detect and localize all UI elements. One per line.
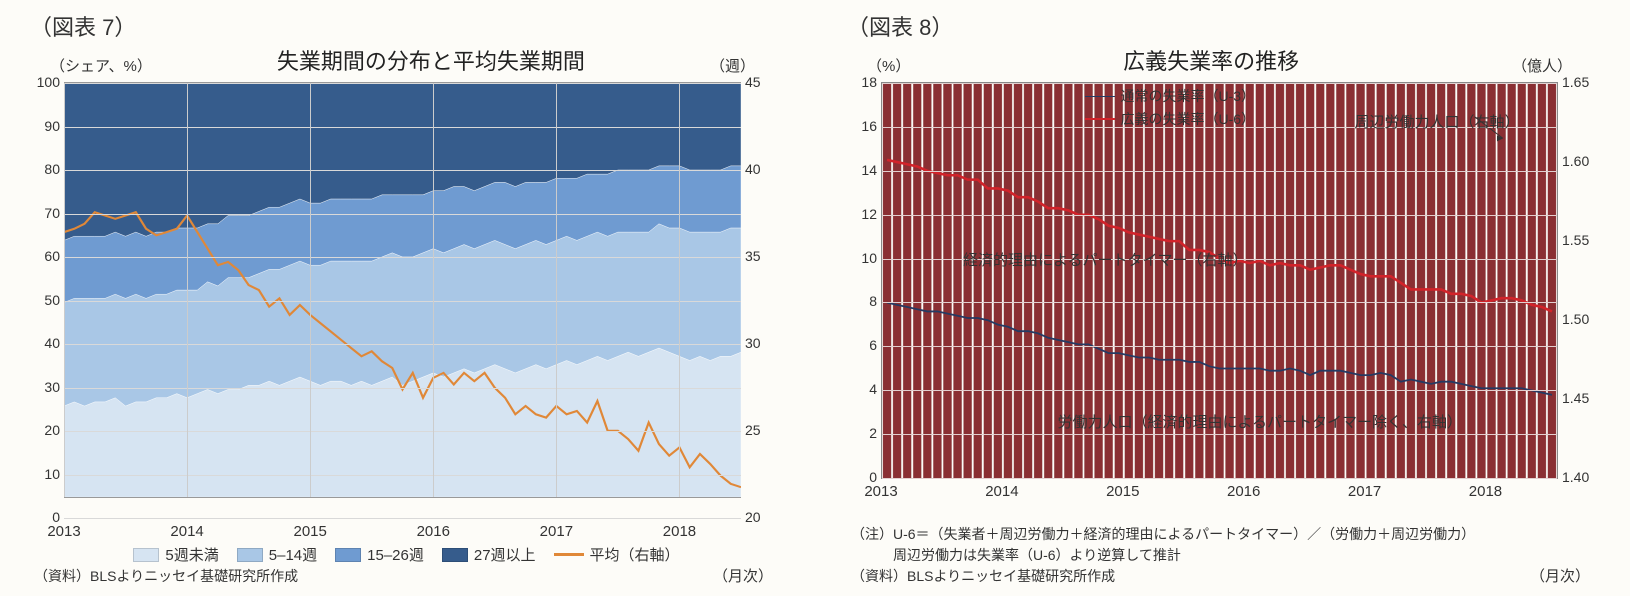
chart7-ytick-left: 90: [24, 118, 60, 134]
chart7-legend-item: 平均（右軸）: [554, 544, 680, 565]
chart8-ytick-left: 18: [841, 74, 877, 90]
chart7-ytick-left: 50: [24, 292, 60, 308]
chart8-ytick-right: 1.50: [1562, 311, 1606, 327]
chart7-xtick: 2014: [170, 523, 203, 540]
chart8-plot-wrap: 通常の失業率（U-3）広義の失業率（U-6） 経済的理由によるパートタイマー（右…: [837, 78, 1610, 523]
chart7-ytick-right: 20: [745, 509, 789, 525]
chart8-xtick: 2015: [1106, 483, 1139, 500]
chart7-left-unit: （シェア、%）: [50, 55, 152, 76]
chart7-figure-label: （図表 7）: [30, 10, 803, 42]
chart8-ytick-right: 1.40: [1562, 469, 1606, 485]
chart7-legend-item: 27週以上: [442, 544, 536, 565]
chart8-xtick: 2013: [864, 483, 897, 500]
chart7-xtick: 2016: [417, 523, 450, 540]
chart8-xtick: 2014: [985, 483, 1018, 500]
chart7-right-unit: （週）: [710, 55, 755, 76]
chart7-ytick-right: 45: [745, 74, 789, 90]
chart7-ytick-right: 30: [745, 335, 789, 351]
chart7-header: （シェア、%） 失業期間の分布と平均失業期間 （週）: [10, 44, 803, 76]
chart8-note2: 周辺労働力は失業率（U-6）より逆算して推計: [851, 546, 1620, 565]
chart8-left-unit: （%）: [867, 55, 910, 76]
chart7-period-label: （月次）: [713, 565, 773, 586]
chart8-period-label: （月次）: [1530, 565, 1590, 586]
chart7-plot-area: [64, 82, 741, 498]
chart8-panel: （図表 8） （%） 広義失業率の推移 （億人） 通常の失業率（U-3）広義の失…: [827, 10, 1620, 586]
chart8-header: （%） 広義失業率の推移 （億人）: [827, 44, 1620, 76]
chart8-ytick-left: 4: [841, 381, 877, 397]
chart8-mini-legend-item: 通常の失業率（U-3）: [1085, 86, 1256, 106]
chart7-xtick: 2013: [47, 523, 80, 540]
chart7-source: （資料）BLSよりニッセイ基礎研究所作成: [34, 567, 803, 586]
chart7-ytick-left: 20: [24, 422, 60, 438]
chart8-plot-area: 通常の失業率（U-3）広義の失業率（U-6） 経済的理由によるパートタイマー（右…: [881, 82, 1558, 479]
chart7-ytick-right: 35: [745, 248, 789, 264]
chart8-ytick-right: 1.55: [1562, 232, 1606, 248]
chart7-line-layer: [64, 83, 741, 497]
chart7-xtick: 2018: [663, 523, 696, 540]
chart8-ytick-left: 12: [841, 206, 877, 222]
chart8-xtick: 2017: [1348, 483, 1381, 500]
chart7-legend-item: 15–26週: [335, 544, 424, 565]
chart8-ytick-left: 10: [841, 250, 877, 266]
chart7-ytick-left: 70: [24, 205, 60, 221]
chart8-right-unit: （億人）: [1512, 55, 1572, 76]
chart7-ytick-left: 40: [24, 335, 60, 351]
chart8-ytick-right: 1.45: [1562, 390, 1606, 406]
chart8-xtick: 2016: [1227, 483, 1260, 500]
chart7-ytick-right: 40: [745, 161, 789, 177]
chart8-mini-legend: 通常の失業率（U-3）広義の失業率（U-6）: [1085, 86, 1256, 129]
chart7-legend-item: 5–14週: [237, 544, 317, 565]
chart8-ytick-left: 6: [841, 337, 877, 353]
chart7-xtick: 2017: [540, 523, 573, 540]
chart8-title: 広義失業率の推移: [910, 44, 1512, 76]
chart8-source: （資料）BLSよりニッセイ基礎研究所作成: [851, 567, 1620, 586]
chart8-ytick-right: 1.60: [1562, 153, 1606, 169]
chart7-plot-wrap: 0102030405060708090100202530354045201320…: [20, 78, 793, 542]
chart8-annotation: 周辺労働力人口（右軸）: [1355, 111, 1520, 132]
chart8-figure-label: （図表 8）: [847, 10, 1620, 42]
chart8-annotation: 労働力人口（経済的理由によるパートタイマー除く、右軸）: [1058, 411, 1463, 432]
chart7-ytick-left: 100: [24, 74, 60, 90]
chart7-legend: 5週未満 5–14週 15–26週 27週以上平均（右軸）: [10, 544, 803, 565]
chart8-annotation: 経済的理由によるパートタイマー（右軸）: [963, 249, 1248, 270]
chart8-xtick: 2018: [1469, 483, 1502, 500]
chart8-ytick-left: 2: [841, 425, 877, 441]
chart8-ytick-left: 16: [841, 118, 877, 134]
chart7-ytick-left: 10: [24, 466, 60, 482]
chart7-panel: （図表 7） （シェア、%） 失業期間の分布と平均失業期間 （週） 010203…: [10, 10, 803, 586]
chart7-ytick-right: 25: [745, 422, 789, 438]
chart7-ytick-left: 80: [24, 161, 60, 177]
chart8-ytick-left: 14: [841, 162, 877, 178]
chart7-xtick: 2015: [293, 523, 326, 540]
chart8-ytick-left: 8: [841, 293, 877, 309]
chart7-legend-item: 5週未満: [133, 544, 218, 565]
chart7-ytick-left: 60: [24, 248, 60, 264]
chart7-title: 失業期間の分布と平均失業期間: [152, 44, 710, 76]
chart7-ytick-left: 30: [24, 379, 60, 395]
chart8-note1: （注）U-6＝（失業者＋周辺労働力＋経済的理由によるパートタイマー）／（労働力＋…: [851, 525, 1620, 544]
chart8-ytick-right: 1.65: [1562, 74, 1606, 90]
